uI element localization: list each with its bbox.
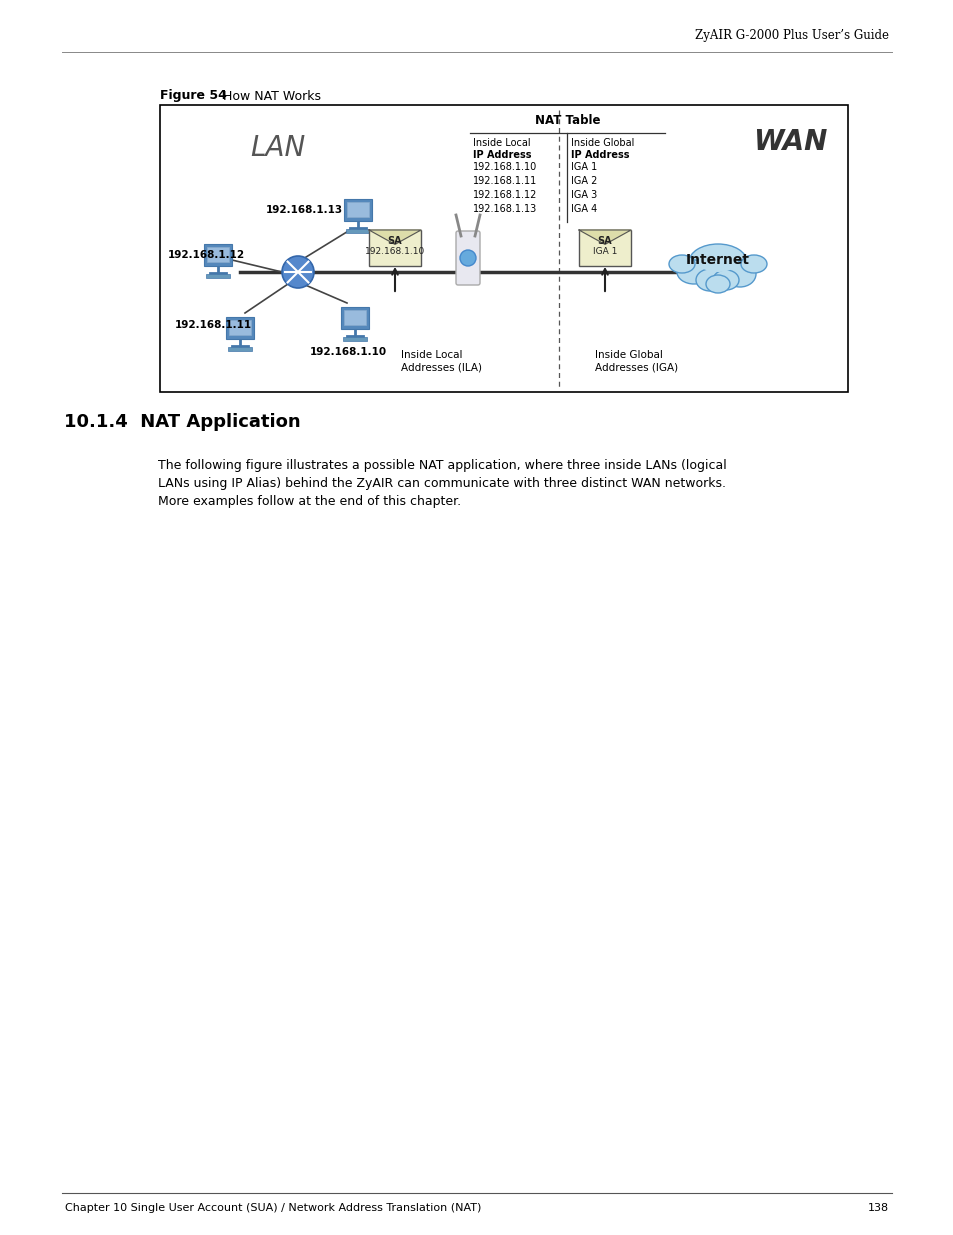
Ellipse shape [677,261,710,284]
Text: Addresses (ILA): Addresses (ILA) [400,363,481,373]
FancyBboxPatch shape [456,231,479,285]
Polygon shape [578,230,630,245]
Text: SA: SA [598,236,612,246]
Bar [346,228,370,233]
Bar [207,247,229,262]
Text: 192.168.1.11: 192.168.1.11 [473,177,537,186]
Bar [228,347,252,351]
Text: 192.168.1.12: 192.168.1.12 [473,190,537,200]
Text: IP Address: IP Address [473,149,531,161]
Text: LAN: LAN [250,135,305,162]
Text: How NAT Works: How NAT Works [214,89,320,103]
Bar [343,337,367,341]
Text: IP Address: IP Address [571,149,629,161]
Polygon shape [369,230,420,245]
Bar [206,274,230,278]
Text: Inside Global: Inside Global [571,138,634,148]
Text: NAT Table: NAT Table [535,114,599,126]
Ellipse shape [688,245,746,280]
Text: 138: 138 [867,1203,888,1213]
Text: 192.168.1.11: 192.168.1.11 [174,320,252,330]
Bar [160,105,847,391]
Text: LANs using IP Alias) behind the ZyAIR can communicate with three distinct WAN ne: LANs using IP Alias) behind the ZyAIR ca… [158,478,725,490]
Bar [229,320,251,335]
Text: Inside Local: Inside Local [473,138,530,148]
Text: Figure 54: Figure 54 [160,89,227,103]
Bar [204,245,232,266]
Ellipse shape [740,254,766,273]
Text: IGA 4: IGA 4 [571,204,597,214]
Bar [347,201,369,216]
Text: IGA 1: IGA 1 [571,162,597,172]
Text: IGA 1: IGA 1 [592,247,617,257]
Ellipse shape [723,261,755,287]
Text: 192.168.1.13: 192.168.1.13 [266,205,343,215]
Ellipse shape [705,275,729,293]
Bar [344,310,366,325]
Text: SA: SA [387,236,402,246]
Text: Inside Global: Inside Global [595,350,662,359]
Text: Inside Local: Inside Local [400,350,462,359]
Text: ZyAIR G-2000 Plus User’s Guide: ZyAIR G-2000 Plus User’s Guide [695,30,888,42]
Ellipse shape [698,252,738,272]
Bar [369,230,420,266]
Text: Addresses (IGA): Addresses (IGA) [595,363,678,373]
Text: 192.168.1.10: 192.168.1.10 [473,162,537,172]
Bar [344,199,372,221]
Text: More examples follow at the end of this chapter.: More examples follow at the end of this … [158,495,460,509]
Circle shape [459,249,476,266]
Ellipse shape [668,254,695,273]
Text: IGA 3: IGA 3 [571,190,597,200]
Text: 192.168.1.10: 192.168.1.10 [364,247,425,257]
Text: Chapter 10 Single User Account (SUA) / Network Address Translation (NAT): Chapter 10 Single User Account (SUA) / N… [65,1203,481,1213]
Text: 192.168.1.13: 192.168.1.13 [473,204,537,214]
Text: The following figure illustrates a possible NAT application, where three inside : The following figure illustrates a possi… [158,459,726,473]
Ellipse shape [712,270,739,290]
Text: 192.168.1.10: 192.168.1.10 [310,347,387,357]
Text: IGA 2: IGA 2 [571,177,597,186]
Bar [226,317,253,338]
Bar [340,308,369,329]
Text: WAN: WAN [752,128,826,156]
Ellipse shape [696,269,723,291]
Text: 192.168.1.12: 192.168.1.12 [168,249,245,261]
Text: 10.1.4  NAT Application: 10.1.4 NAT Application [64,412,300,431]
Text: Internet: Internet [685,253,749,267]
Circle shape [282,256,314,288]
Bar [578,230,630,266]
